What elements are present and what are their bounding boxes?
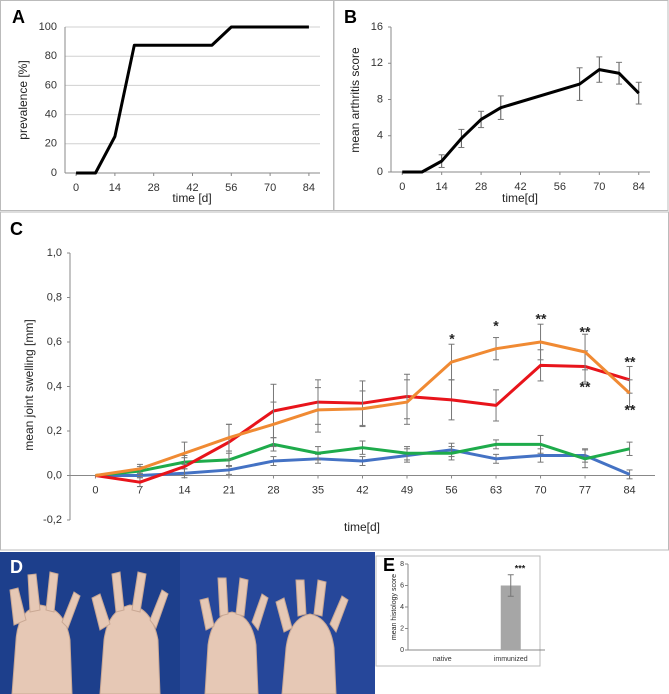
significance-mark: ** xyxy=(580,379,591,395)
y-tick-label: 0 xyxy=(377,166,383,178)
y-axis-title: mean histology score xyxy=(391,574,398,640)
data-line xyxy=(402,68,640,174)
x-tick-label: 21 xyxy=(223,484,235,496)
x-tick-label: 0 xyxy=(399,181,405,193)
x-tick-label: 0 xyxy=(92,484,98,496)
y-tick-label: 12 xyxy=(371,57,383,69)
significance-mark: ** xyxy=(580,324,591,340)
y-tick-label: 20 xyxy=(45,138,57,150)
x-tick-label: 28 xyxy=(475,181,487,193)
y-tick-label: 0,4 xyxy=(47,380,62,392)
x-tick-label: 14 xyxy=(109,182,121,194)
x-axis-title: time[d] xyxy=(344,520,380,534)
panel-label: C xyxy=(10,219,23,239)
panel-label: E xyxy=(383,555,395,575)
y-tick-label: 0,6 xyxy=(47,336,62,348)
panel-label: A xyxy=(12,7,25,27)
bar xyxy=(500,585,521,650)
x-axis-title: time [d] xyxy=(172,191,211,205)
data-line xyxy=(95,340,631,477)
y-axis-title: mean arthritis score xyxy=(348,47,362,153)
panel-frame xyxy=(333,0,669,211)
y-tick-label: 2 xyxy=(400,625,404,632)
y-tick-label: 8 xyxy=(377,93,383,105)
x-tick-label: 84 xyxy=(623,484,635,496)
y-tick-label: 16 xyxy=(371,21,383,33)
x-tick-label: 7 xyxy=(137,484,143,496)
x-tick-label: 70 xyxy=(534,484,546,496)
y-tick-label: 0 xyxy=(400,647,404,654)
y-tick-label: 6 xyxy=(400,582,404,589)
panel-frame xyxy=(375,555,541,667)
x-tick-label: 28 xyxy=(267,484,279,496)
y-tick-label: 40 xyxy=(45,109,57,121)
x-tick-label: 0 xyxy=(73,182,79,194)
y-axis-title: prevalence [%] xyxy=(16,60,30,139)
x-tick-label: native xyxy=(433,656,452,663)
y-tick-label: 0,8 xyxy=(47,291,62,303)
y-tick-label: 0,2 xyxy=(47,425,62,437)
data-line xyxy=(76,25,309,175)
significance-mark: * xyxy=(449,331,455,347)
x-tick-label: 70 xyxy=(264,182,276,194)
significance-mark: * xyxy=(493,318,499,334)
x-tick-label: 14 xyxy=(178,484,190,496)
significance-mark: *** xyxy=(515,563,526,573)
x-tick-label: 42 xyxy=(514,181,526,193)
y-tick-label: -0,2 xyxy=(43,514,62,526)
x-tick-label: 14 xyxy=(436,181,448,193)
paw-photo xyxy=(0,552,375,694)
x-tick-label: 63 xyxy=(490,484,502,496)
x-tick-label: 84 xyxy=(303,182,315,194)
x-tick-label: 42 xyxy=(356,484,368,496)
x-tick-label: 28 xyxy=(148,182,160,194)
y-tick-label: 4 xyxy=(377,130,383,142)
panel-frame xyxy=(0,211,669,551)
y-tick-label: 80 xyxy=(45,50,57,62)
x-tick-label: 35 xyxy=(312,484,324,496)
panel-label: B xyxy=(344,7,357,27)
x-tick-label: 70 xyxy=(593,181,605,193)
y-tick-label: 0,0 xyxy=(47,469,62,481)
y-tick-label: 1,0 xyxy=(47,247,62,259)
panel-label: D xyxy=(10,557,23,577)
x-tick-label: 49 xyxy=(401,484,413,496)
y-tick-label: 0 xyxy=(51,167,57,179)
x-tick-label: immunized xyxy=(494,656,528,663)
x-axis-title: time[d] xyxy=(502,191,538,205)
y-axis-title: mean joint swelling [mm] xyxy=(22,319,36,450)
significance-mark: ** xyxy=(625,354,636,370)
y-tick-label: 4 xyxy=(400,604,404,611)
x-tick-label: 56 xyxy=(225,182,237,194)
x-tick-label: 42 xyxy=(186,182,198,194)
x-tick-label: 56 xyxy=(554,181,566,193)
y-tick-label: 8 xyxy=(400,561,404,568)
significance-mark: ** xyxy=(536,311,547,327)
significance-mark: ** xyxy=(625,402,636,418)
y-tick-label: 60 xyxy=(45,79,57,91)
y-tick-label: 100 xyxy=(39,21,57,33)
x-tick-label: 77 xyxy=(579,484,591,496)
x-tick-label: 56 xyxy=(445,484,457,496)
x-tick-label: 84 xyxy=(633,181,645,193)
